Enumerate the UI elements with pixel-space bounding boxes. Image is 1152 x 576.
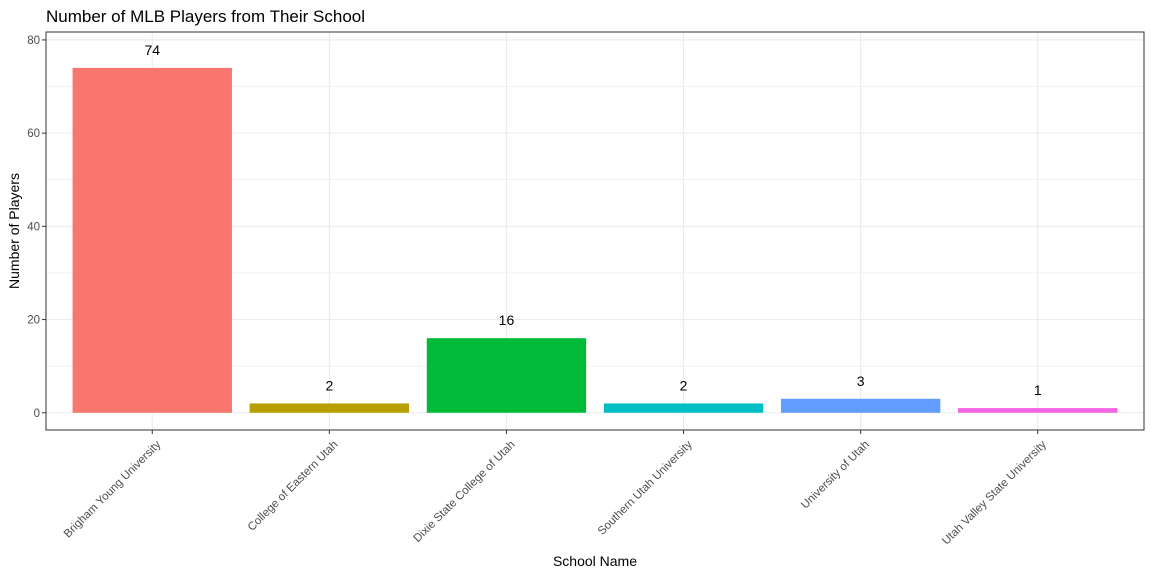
x-axis: Brigham Young University College of Easte… — [62, 430, 1049, 547]
data-label: 74 — [144, 42, 160, 58]
y-tick-label: 0 — [34, 408, 40, 420]
y-tick-label: 60 — [27, 128, 40, 140]
data-label: 3 — [857, 373, 865, 389]
x-tick-label: Brigham Young University — [62, 439, 164, 541]
data-label: 2 — [680, 377, 688, 393]
x-axis-title: School Name — [553, 553, 637, 569]
x-tick-label: College of Eastern Utah — [246, 439, 341, 534]
bar — [603, 403, 764, 413]
bar — [426, 338, 587, 413]
x-tick-label: Southern Utah University — [596, 439, 695, 538]
data-labels: 74 2 16 2 3 1 — [144, 42, 1041, 398]
x-tick-label: University of Utah — [799, 439, 872, 512]
bar — [958, 408, 1118, 413]
y-axis: 0 20 40 60 80 — [27, 35, 46, 420]
panel-border — [45, 31, 1145, 431]
bars — [72, 67, 1118, 413]
y-axis-title: Number of Players — [6, 173, 22, 289]
x-tick-label: Dixie State College of Utah — [412, 439, 518, 545]
data-label: 16 — [499, 312, 515, 328]
y-tick-label: 40 — [27, 221, 40, 233]
data-label: 2 — [325, 377, 333, 393]
y-tick-label: 20 — [27, 315, 40, 327]
bar — [249, 403, 410, 413]
x-tick-label: Utah Valley State University — [940, 439, 1049, 548]
y-tick-label: 80 — [27, 35, 40, 47]
chart-title: Number of MLB Players from Their School — [46, 7, 365, 26]
bar — [72, 67, 232, 413]
data-label: 1 — [1034, 382, 1042, 398]
bar — [780, 398, 941, 413]
